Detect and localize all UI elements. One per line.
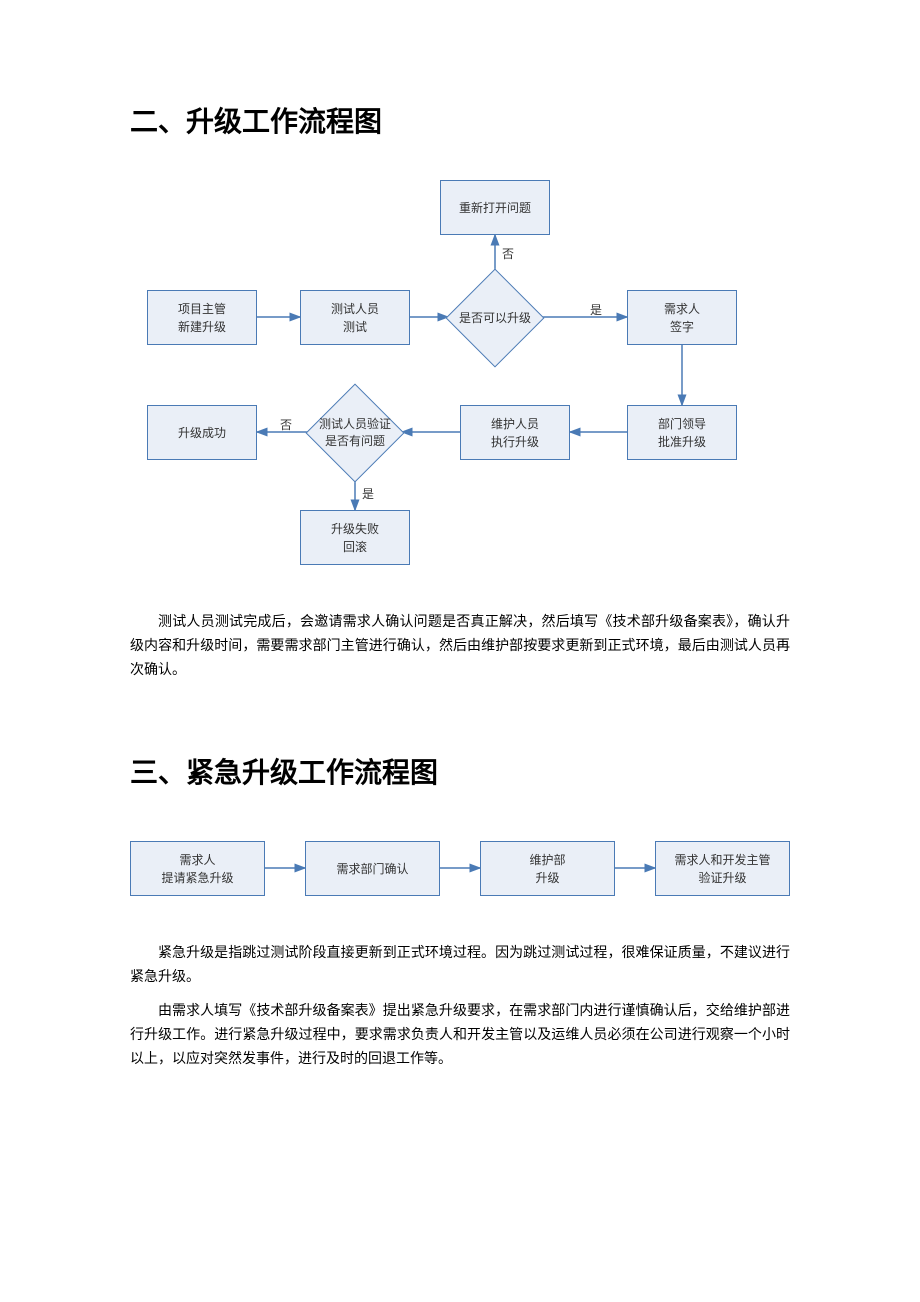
upgrade-flowchart: 是否否是重新打开问题项目主管新建升级测试人员测试是否可以升级需求人签字升级成功测… bbox=[130, 180, 790, 580]
svg-text:是: 是 bbox=[590, 303, 602, 317]
flow-node-text: 测试人员 bbox=[331, 300, 379, 318]
flow-node-text: 签字 bbox=[670, 318, 694, 336]
flow-node-text: 需求部门确认 bbox=[336, 860, 408, 878]
flow-node-text: 新建升级 bbox=[178, 318, 226, 336]
section2-paragraph-1: 紧急升级是指跳过测试阶段直接更新到正式环境过程。因为跳过测试过程，很难保证质量，… bbox=[130, 941, 790, 989]
flow-node-n_test: 测试人员测试 bbox=[300, 290, 410, 345]
flow-node-text: 回滚 bbox=[343, 538, 367, 556]
flow-node-e4: 需求人和开发主管验证升级 bbox=[655, 841, 790, 896]
flow-node-n_new: 项目主管新建升级 bbox=[147, 290, 257, 345]
flow-node-text: 验证升级 bbox=[698, 869, 746, 887]
section2-heading: 三、紧急升级工作流程图 bbox=[130, 751, 790, 791]
flow-node-e2: 需求部门确认 bbox=[305, 841, 440, 896]
flow-node-n_approve: 部门领导批准升级 bbox=[627, 405, 737, 460]
svg-text:否: 否 bbox=[502, 247, 514, 261]
flow-node-text: 需求人和开发主管 bbox=[674, 851, 770, 869]
flow-decision-text: 测试人员验证是否有问题 bbox=[319, 416, 391, 450]
flow-node-text: 需求人 bbox=[179, 851, 215, 869]
flow-node-text: 测试 bbox=[343, 318, 367, 336]
flow-node-n_exec: 维护人员执行升级 bbox=[460, 405, 570, 460]
section1-paragraph: 测试人员测试完成后，会邀请需求人确认问题是否真正解决，然后填写《技术部升级备案表… bbox=[130, 610, 790, 681]
flow-node-text: 提请紧急升级 bbox=[161, 869, 233, 887]
flow-node-text: 升级成功 bbox=[178, 424, 226, 442]
svg-text:是: 是 bbox=[362, 487, 374, 501]
section2-paragraph-2: 由需求人填写《技术部升级备案表》提出紧急升级要求，在需求部门内进行谨慎确认后，交… bbox=[130, 999, 790, 1070]
flow-node-e3: 维护部升级 bbox=[480, 841, 615, 896]
flow-node-text: 部门领导 bbox=[658, 415, 706, 433]
flow-node-text: 升级 bbox=[535, 869, 559, 887]
flow-node-text: 需求人 bbox=[664, 300, 700, 318]
section1-heading: 二、升级工作流程图 bbox=[130, 100, 790, 140]
flow-node-n_ok: 升级成功 bbox=[147, 405, 257, 460]
svg-text:否: 否 bbox=[280, 418, 292, 432]
flow-node-n_fail: 升级失败回滚 bbox=[300, 510, 410, 565]
flow-node-text: 执行升级 bbox=[491, 433, 539, 451]
flow-node-text: 重新打开问题 bbox=[459, 199, 531, 217]
flow-node-n_reopen: 重新打开问题 bbox=[440, 180, 550, 235]
flow-decision-d_verify: 测试人员验证是否有问题 bbox=[320, 398, 390, 468]
flow-node-n_sign: 需求人签字 bbox=[627, 290, 737, 345]
flow-node-text: 维护人员 bbox=[491, 415, 539, 433]
flow-node-text: 项目主管 bbox=[178, 300, 226, 318]
flow-node-text: 批准升级 bbox=[658, 433, 706, 451]
flow-decision-d_canup: 是否可以升级 bbox=[460, 283, 530, 353]
flow-node-text: 升级失败 bbox=[331, 520, 379, 538]
flow-node-text: 维护部 bbox=[529, 851, 565, 869]
flow-decision-text: 是否可以升级 bbox=[459, 310, 531, 327]
flow-node-e1: 需求人提请紧急升级 bbox=[130, 841, 265, 896]
emergency-flowchart: 需求人提请紧急升级需求部门确认维护部升级需求人和开发主管验证升级 bbox=[130, 831, 790, 911]
